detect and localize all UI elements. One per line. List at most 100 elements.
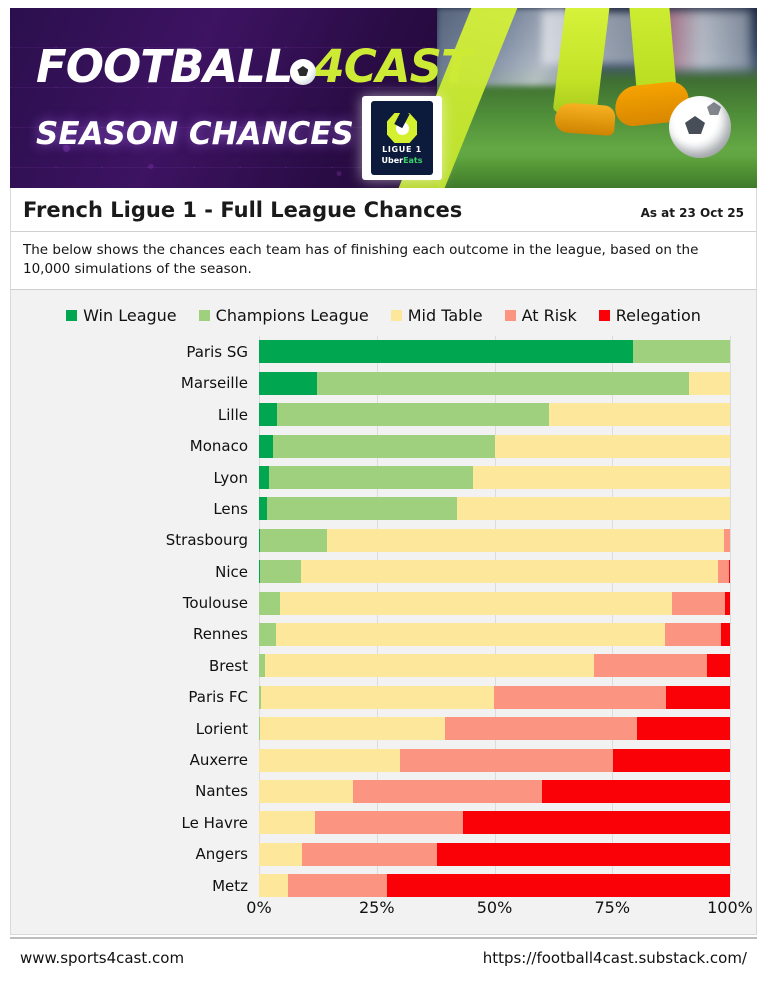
bar-segment-mid-table[interactable]: [259, 842, 302, 866]
bar-segment-win-league[interactable]: [259, 466, 269, 489]
stacked-bar[interactable]: [259, 811, 730, 835]
footer-substack-link[interactable]: https://football4cast.substack.com/: [482, 949, 747, 968]
stacked-bar[interactable]: [259, 842, 730, 866]
bar-segment-relegation[interactable]: [542, 779, 730, 803]
bar-segment-mid-table[interactable]: [259, 748, 400, 772]
bar-segment-champions-league[interactable]: [259, 654, 265, 678]
stacked-bar[interactable]: [259, 717, 730, 741]
bar-segment-mid-table[interactable]: [259, 811, 315, 835]
bar-segment-win-league[interactable]: [259, 371, 317, 395]
legend-item-mid-table[interactable]: Mid Table: [390, 306, 483, 325]
bar-segment-win-league[interactable]: [259, 497, 267, 521]
bar-segment-win-league[interactable]: [259, 528, 261, 552]
stacked-bar[interactable]: [259, 340, 730, 364]
bar-segment-relegation[interactable]: [707, 654, 730, 678]
bar-segment-at-risk[interactable]: [672, 591, 726, 615]
bar-segment-win-league[interactable]: [259, 560, 260, 584]
bar-segment-relegation[interactable]: [387, 874, 730, 898]
bar-segment-relegation[interactable]: [636, 717, 730, 741]
stacked-bar[interactable]: [259, 622, 730, 646]
stacked-bar[interactable]: [259, 403, 730, 427]
bar-segment-at-risk[interactable]: [718, 560, 730, 584]
legend-item-relegation[interactable]: Relegation: [598, 306, 701, 325]
bar-segment-mid-table[interactable]: [279, 591, 673, 615]
bar-segment-relegation[interactable]: [436, 842, 730, 866]
y-axis-tick-label: Marseille: [11, 368, 259, 399]
bar-segment-at-risk[interactable]: [399, 748, 613, 772]
bar-segment-at-risk[interactable]: [664, 622, 721, 646]
bar-segment-at-risk[interactable]: [494, 685, 667, 709]
bar-segment-champions-league[interactable]: [268, 466, 474, 489]
chart-row: [259, 430, 730, 461]
ligue1-badge: LIGUE 1 UberEats: [362, 96, 442, 180]
bar-segment-champions-league[interactable]: [267, 497, 457, 521]
bar-segment-relegation[interactable]: [725, 591, 730, 615]
bar-segment-win-league[interactable]: [259, 403, 277, 427]
stacked-bar[interactable]: [259, 528, 730, 552]
stacked-bar[interactable]: [259, 779, 730, 803]
chart-row: [259, 650, 730, 681]
page-footer: www.sports4cast.com https://football4cas…: [10, 937, 757, 978]
bar-segment-champions-league[interactable]: [259, 622, 277, 646]
bar-segment-champions-league[interactable]: [316, 371, 689, 395]
bar-segment-mid-table[interactable]: [259, 779, 354, 803]
ligue1-badge-title: LIGUE 1: [382, 145, 422, 154]
bar-segment-at-risk[interactable]: [444, 717, 637, 741]
bar-segment-champions-league[interactable]: [259, 591, 280, 615]
bar-segment-at-risk[interactable]: [314, 811, 464, 835]
stacked-bar[interactable]: [259, 434, 730, 458]
description-text: The below shows the chances each team ha…: [10, 232, 757, 291]
bar-segment-mid-table[interactable]: [456, 497, 730, 521]
bar-segment-mid-table[interactable]: [327, 528, 725, 552]
chart-row: [259, 839, 730, 870]
bar-segment-at-risk[interactable]: [724, 528, 730, 552]
bar-segment-relegation[interactable]: [463, 811, 730, 835]
football-ball-icon: [290, 59, 317, 85]
legend-item-champions-league[interactable]: Champions League: [198, 306, 369, 325]
bar-segment-relegation[interactable]: [720, 622, 730, 646]
bar-segment-at-risk[interactable]: [594, 654, 708, 678]
bar-segment-champions-league[interactable]: [259, 560, 302, 584]
y-axis-tick-label: Rennes: [11, 619, 259, 650]
bar-segment-win-league[interactable]: [259, 340, 634, 364]
bar-segment-champions-league[interactable]: [276, 403, 549, 427]
bar-segment-mid-table[interactable]: [548, 403, 730, 427]
bar-segment-relegation[interactable]: [612, 748, 730, 772]
bar-segment-mid-table[interactable]: [689, 371, 730, 395]
bar-segment-win-league[interactable]: [259, 434, 274, 458]
bar-segment-mid-table[interactable]: [259, 874, 289, 898]
bar-segment-relegation[interactable]: [666, 685, 730, 709]
bar-segment-at-risk[interactable]: [288, 874, 388, 898]
sponsor-suffix: Eats: [403, 156, 423, 165]
bar-segment-mid-table[interactable]: [264, 654, 595, 678]
stacked-bar[interactable]: [259, 560, 730, 584]
team-name: Paris SG: [186, 342, 248, 361]
bar-segment-at-risk[interactable]: [353, 779, 543, 803]
bar-segment-mid-table[interactable]: [301, 560, 719, 584]
stacked-bar[interactable]: [259, 748, 730, 772]
stacked-bar[interactable]: [259, 591, 730, 615]
bar-segment-champions-league[interactable]: [273, 434, 496, 458]
stacked-bar[interactable]: [259, 466, 730, 489]
footer-website-link[interactable]: www.sports4cast.com: [20, 949, 185, 968]
bar-segment-relegation[interactable]: [729, 560, 730, 584]
chart-row: [259, 682, 730, 713]
stacked-bar[interactable]: [259, 685, 730, 709]
stacked-bar[interactable]: [259, 497, 730, 521]
bar-segment-at-risk[interactable]: [301, 842, 437, 866]
bar-segment-mid-table[interactable]: [259, 717, 445, 741]
stacked-bar[interactable]: [259, 654, 730, 678]
bar-segment-mid-table[interactable]: [276, 622, 665, 646]
stacked-bar[interactable]: [259, 874, 730, 898]
bar-segment-champions-league[interactable]: [260, 528, 328, 552]
bar-segment-mid-table[interactable]: [495, 434, 730, 458]
legend-item-at-risk[interactable]: At Risk: [504, 306, 577, 325]
bar-segment-champions-league[interactable]: [259, 685, 262, 709]
bar-segment-mid-table[interactable]: [473, 466, 730, 489]
legend-item-win-league[interactable]: Win League: [66, 306, 177, 325]
chart-row: [259, 619, 730, 650]
bar-segment-champions-league[interactable]: [633, 340, 730, 364]
bar-segment-mid-table[interactable]: [261, 685, 495, 709]
stacked-bar[interactable]: [259, 371, 730, 395]
bar-segment-champions-league[interactable]: [259, 717, 260, 741]
